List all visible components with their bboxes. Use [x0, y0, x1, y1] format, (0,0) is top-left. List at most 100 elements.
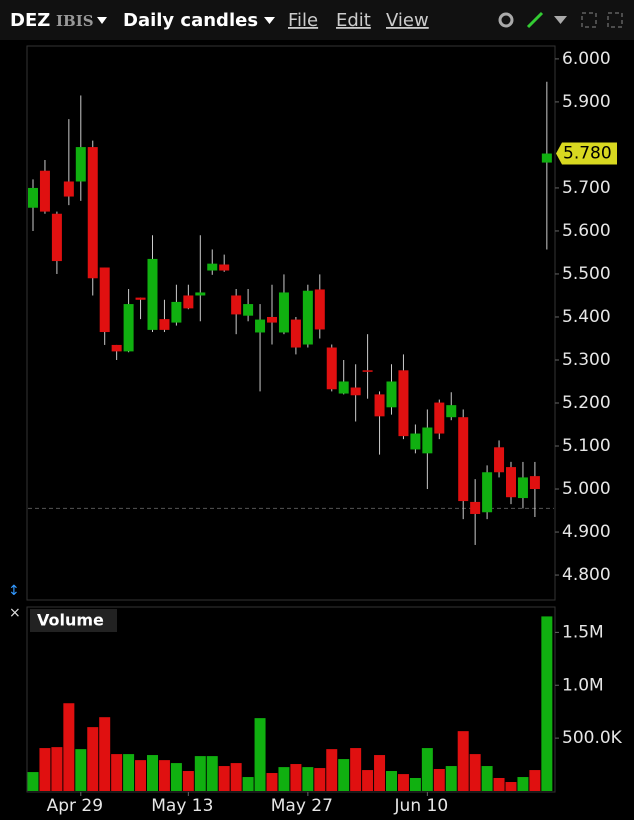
candle-body — [183, 295, 194, 309]
symbol[interactable]: DEZ — [10, 10, 50, 31]
candle-body — [278, 292, 289, 333]
candle-body — [255, 319, 266, 333]
expand-icon[interactable] — [581, 12, 597, 28]
volume-bar — [63, 703, 75, 791]
candle-body — [529, 476, 540, 490]
candle-body — [422, 427, 433, 454]
menu-edit[interactable]: Edit — [336, 10, 371, 31]
volume-bar — [51, 747, 63, 791]
y-tick-label: 5.100 — [562, 436, 611, 456]
candle-body — [374, 394, 385, 417]
volume-title: Volume — [37, 611, 104, 630]
y-tick-label: 4.900 — [562, 522, 611, 542]
volume-panel — [26, 606, 556, 793]
candle-body — [243, 304, 254, 316]
close-panel[interactable]: × — [9, 605, 21, 621]
link-icon[interactable] — [526, 11, 544, 29]
candle-body — [350, 387, 361, 396]
y-tick-label: 5.500 — [562, 264, 611, 284]
candle-body — [506, 467, 516, 498]
candle-body — [99, 267, 110, 333]
candle-body — [494, 447, 505, 473]
volume-bar — [278, 767, 290, 791]
volume-bar — [123, 754, 135, 791]
candle-body — [159, 319, 170, 330]
period-selector[interactable]: Daily candles — [123, 10, 258, 31]
candle-body — [123, 304, 134, 352]
volume-bar — [75, 749, 87, 791]
candle-body — [75, 147, 86, 182]
candle-body — [39, 170, 50, 212]
y-tick-label: 5.900 — [562, 92, 611, 112]
settings-icon[interactable] — [498, 12, 514, 28]
candle-body — [326, 347, 337, 390]
dropdown-arrow[interactable] — [97, 17, 107, 24]
detach-icon[interactable] — [607, 12, 623, 28]
candle-body — [398, 370, 409, 437]
more-icon[interactable] — [554, 16, 567, 24]
volume-bar — [421, 748, 433, 791]
y-tick-label: 5.200 — [562, 393, 611, 413]
volume-bar — [505, 782, 517, 791]
volume-bar — [529, 770, 541, 791]
exchange[interactable]: IBIS — [56, 12, 94, 30]
volume-bar — [326, 749, 338, 791]
y-tick-label: 1.5M — [562, 622, 604, 642]
volume-bar — [350, 748, 362, 791]
candle-body — [87, 147, 98, 279]
y-tick-label: 5.300 — [562, 350, 611, 370]
y-tick-label: 4.800 — [562, 565, 611, 585]
x-tick-label: Jun 10 — [394, 796, 449, 816]
volume-bar — [182, 771, 194, 791]
candle-body — [147, 258, 158, 330]
volume-bar — [338, 759, 350, 791]
scale-icon[interactable]: ↕ — [8, 583, 20, 599]
candle-body — [541, 153, 552, 163]
x-tick-label: Apr 29 — [47, 796, 103, 816]
candle-body — [446, 405, 457, 418]
candle-body — [314, 289, 325, 330]
candle-body — [470, 501, 481, 514]
toolbar — [0, 0, 634, 40]
candle-body — [171, 301, 182, 323]
candle-body — [362, 370, 373, 372]
volume-bar — [218, 766, 230, 791]
y-tick-label: 1.0M — [562, 675, 604, 695]
volume-bar — [87, 727, 99, 791]
volume-bar — [481, 766, 493, 791]
candle-body — [302, 290, 313, 345]
candle-body — [386, 381, 397, 408]
volume-bar — [170, 763, 182, 791]
candle-body — [219, 264, 230, 271]
menu-view[interactable]: View — [386, 10, 429, 31]
candle-body — [482, 472, 493, 513]
volume-bar — [266, 773, 278, 791]
dropdown-arrow[interactable] — [264, 17, 275, 24]
volume-bar — [230, 763, 242, 791]
volume-bar — [111, 754, 123, 791]
volume-bar — [99, 717, 111, 791]
candle-body — [434, 402, 445, 434]
menu-file[interactable]: File — [288, 10, 318, 31]
volume-bar — [302, 767, 314, 791]
y-tick-label: 5.700 — [562, 178, 611, 198]
volume-bar — [39, 748, 51, 791]
candle-body — [458, 417, 469, 502]
volume-bar — [290, 764, 302, 791]
candle-body — [195, 292, 206, 296]
volume-bar — [242, 777, 254, 791]
candle-body — [267, 316, 277, 323]
candle-body — [290, 319, 301, 348]
candle-body — [517, 477, 528, 499]
volume-bar — [206, 756, 218, 791]
candle-body — [111, 344, 122, 352]
price-panel — [26, 45, 556, 601]
volume-bar — [409, 777, 421, 791]
volume-bar — [469, 754, 481, 791]
volume-bar — [397, 774, 409, 791]
volume-bar — [27, 772, 39, 791]
y-tick-label: 500.0K — [562, 728, 623, 748]
volume-label-bg — [30, 609, 117, 632]
